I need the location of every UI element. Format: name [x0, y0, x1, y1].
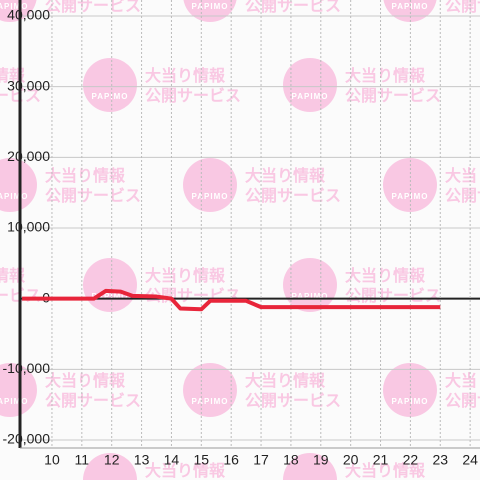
data-line	[22, 288, 441, 312]
x-tick-label: 18	[283, 452, 299, 468]
watermark-text: 公開サービス	[45, 392, 141, 410]
watermark-text: 大当り情報	[145, 266, 226, 285]
watermark-logo	[283, 453, 337, 485]
watermark-text: 大当り情報	[345, 266, 426, 285]
watermark-logo	[283, 58, 337, 112]
watermark-text: 大当り情報	[245, 371, 326, 390]
watermark-text: 大当り情報	[345, 66, 426, 85]
watermark-logo	[83, 58, 137, 112]
watermark-logo-text: PAPIMO	[0, 2, 28, 11]
x-tick-label: 23	[432, 452, 448, 468]
watermark-text: 大当り情報	[245, 166, 326, 185]
watermark-logo	[0, 0, 37, 22]
watermark-logo-text: PAPIMO	[392, 2, 429, 11]
x-tick-label: 19	[313, 452, 329, 468]
watermark-logo	[83, 258, 137, 312]
watermark-logo	[183, 363, 237, 417]
x-tick-label: 15	[194, 452, 210, 468]
watermark-logo	[183, 158, 237, 212]
watermark-logo-text: PAPIMO	[292, 292, 329, 301]
watermark-logo-text: PAPIMO	[0, 397, 28, 406]
watermark-text: 大当り情報	[45, 371, 126, 390]
watermark-text: 大当り情報	[145, 66, 226, 85]
watermark-logo-text: PAPIMO	[192, 192, 229, 201]
grid: -20,000-10,000010,00020,00030,00040,0001…	[3, 0, 480, 468]
watermark-text: 公開サービス	[245, 392, 341, 410]
watermark-text: 大当り情報	[45, 166, 126, 185]
watermark-text: 公開サービス	[245, 187, 341, 205]
watermark-text: 公開サービス	[45, 0, 141, 15]
x-tick-label: 13	[134, 452, 150, 468]
watermark-text: 大当り情報	[145, 461, 226, 480]
watermark-logo-text: PAPIMO	[0, 192, 28, 201]
watermark-text: 公開サービス	[445, 0, 480, 15]
watermark-logo-text: PAPIMO	[92, 292, 129, 301]
plot	[22, 288, 441, 312]
y-tick-label: 10,000	[7, 219, 50, 235]
y-tick-label: 40,000	[7, 7, 50, 23]
watermark-logo-text: PAPIMO	[192, 2, 229, 11]
watermark-text: 公開サービス	[145, 87, 241, 105]
x-tick-label: 24	[462, 452, 478, 468]
watermark-text: 大当り情報	[445, 166, 480, 185]
watermark-text: 公開サービス	[445, 392, 480, 410]
x-tick-label: 20	[343, 452, 359, 468]
watermark-text: 公開サービス	[345, 287, 441, 305]
watermark-text: 公開サービス	[45, 187, 141, 205]
watermark-text: 公開サービス	[445, 187, 480, 205]
y-tick-label: 30,000	[7, 77, 50, 93]
watermark-text: 公開サービス	[345, 87, 441, 105]
x-tick-label: 22	[403, 452, 419, 468]
watermark-logo	[0, 158, 37, 212]
y-tick-label: -10,000	[3, 360, 51, 376]
watermark-logo-text: PAPIMO	[392, 397, 429, 406]
x-tick-label: 12	[104, 452, 120, 468]
watermark-logo	[0, 363, 37, 417]
x-tick-label: 11	[75, 452, 90, 468]
watermark-text: 公開サービス	[245, 0, 341, 15]
x-tick-label: 16	[223, 452, 239, 468]
y-tick-label: -20,000	[3, 431, 51, 447]
y-tick-label: 20,000	[7, 148, 50, 164]
watermark-text: 大当り情報	[345, 461, 426, 480]
x-tick-label: 14	[164, 452, 180, 468]
x-tick-label: 10	[44, 452, 60, 468]
watermark-logo-text: PAPIMO	[92, 92, 129, 101]
x-tick-label: 17	[253, 452, 269, 468]
x-tick-label: 21	[373, 452, 389, 468]
watermark-logo-text: PAPIMO	[392, 192, 429, 201]
watermark-logo-text: PAPIMO	[292, 92, 329, 101]
watermark-text: 大当り情報	[0, 266, 26, 285]
watermark-logo	[83, 453, 137, 485]
watermark-text: 大当り情報	[445, 371, 480, 390]
watermark-logo-text: PAPIMO	[192, 397, 229, 406]
